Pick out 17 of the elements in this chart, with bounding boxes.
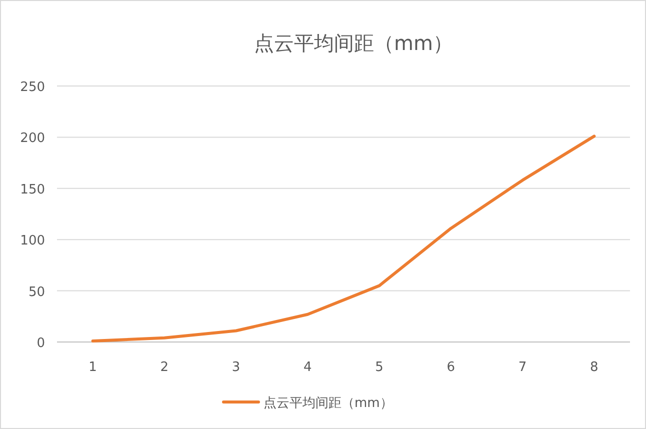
y-tick-label: 250: [20, 80, 45, 95]
line-series: [91, 134, 596, 342]
x-tick-label: 2: [160, 360, 169, 375]
x-tick-label: 7: [518, 360, 527, 375]
y-tick-label: 50: [28, 284, 45, 300]
y-tick-label: 100: [20, 234, 45, 249]
x-tick-label: 4: [304, 360, 312, 375]
x-tick-label: 6: [446, 360, 456, 375]
x-tick-label: 8: [590, 360, 598, 375]
chart-title: 点云平均间距（mm）: [254, 31, 453, 55]
x-tick-label: 3: [232, 360, 240, 375]
y-tick-label: 150: [20, 182, 45, 198]
legend-label: 点云平均间距（mm）: [264, 396, 393, 411]
x-tick-label: 5: [375, 360, 384, 375]
x-tick-label: 1: [88, 360, 97, 375]
y-tick-label: 0: [36, 336, 45, 351]
y-tick-label: 200: [20, 131, 45, 146]
